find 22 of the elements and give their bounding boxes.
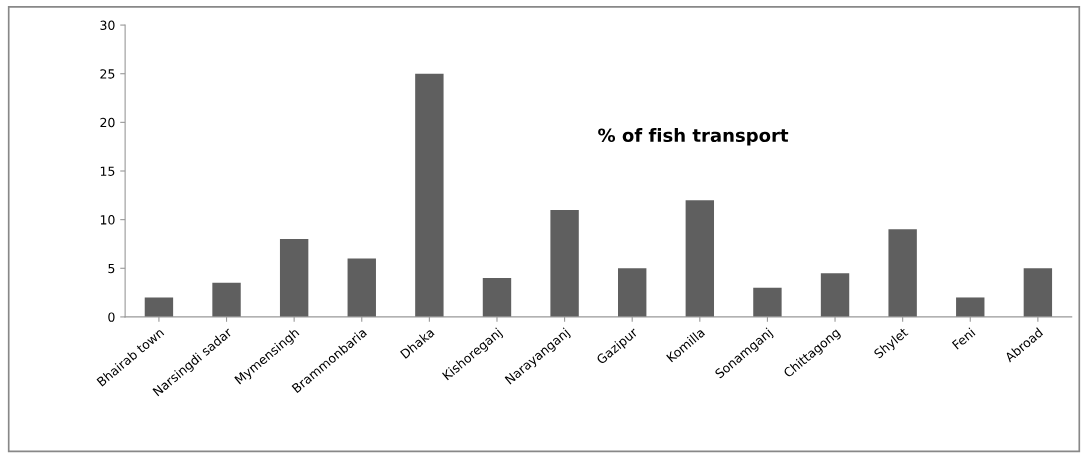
- bar: [820, 273, 850, 317]
- bar: [347, 258, 376, 317]
- y-tick-label: 0: [108, 312, 115, 322]
- y-tick-label: 30: [100, 20, 115, 31]
- bar: [550, 209, 579, 317]
- bar: [415, 73, 444, 317]
- y-tick-label: 5: [108, 263, 115, 274]
- y-tick-label: 20: [100, 117, 115, 128]
- bar: [1023, 268, 1053, 317]
- y-tick-label: 10: [100, 215, 115, 225]
- text: % of fish transport: [598, 128, 789, 146]
- y-tick-label: 15: [100, 166, 115, 176]
- bar: [753, 287, 782, 317]
- bar: [618, 268, 647, 317]
- y-tick-label: 25: [100, 69, 115, 79]
- bar: [144, 297, 174, 317]
- bar: [279, 239, 309, 317]
- bar: [956, 297, 985, 317]
- bar: [482, 278, 512, 317]
- bar: [685, 200, 715, 317]
- bar: [212, 282, 241, 317]
- bar: [888, 229, 917, 317]
